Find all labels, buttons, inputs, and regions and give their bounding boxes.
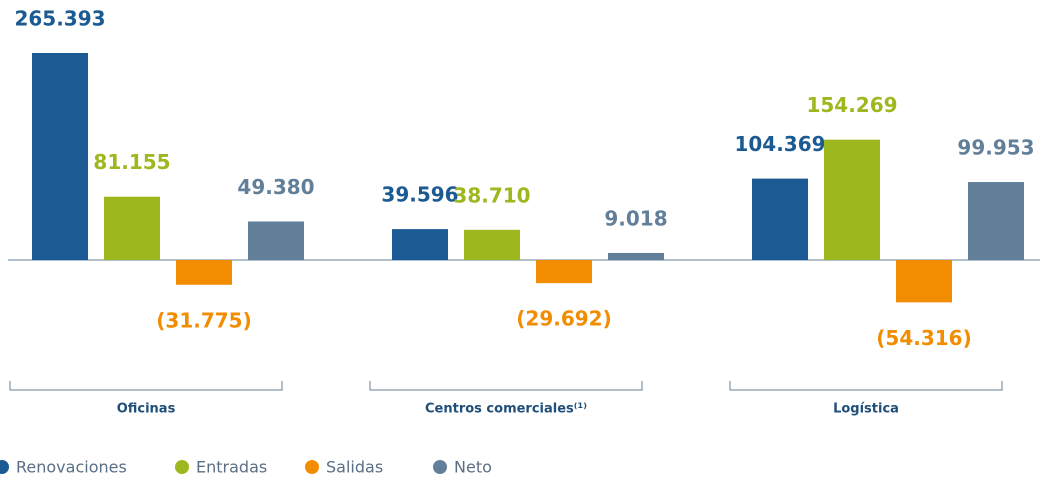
bar: [536, 260, 592, 284]
group-bracket: [729, 381, 1003, 391]
legend-label: Neto: [454, 458, 492, 477]
value-label: 81.155: [93, 150, 170, 174]
legend-swatch: [305, 460, 319, 474]
bar: [464, 229, 520, 260]
legend-label: Salidas: [326, 458, 383, 477]
category-label: Centros comerciales⁽¹⁾: [425, 402, 587, 417]
group-bracket: [9, 381, 283, 391]
value-label: 99.953: [957, 136, 1034, 160]
value-label: (54.316): [876, 326, 971, 350]
bar: [608, 252, 664, 260]
bar: [104, 196, 160, 260]
value-label: 39.596: [381, 183, 458, 207]
bar: [32, 53, 88, 260]
value-label: 265.393: [14, 7, 105, 31]
value-label: 9.018: [604, 206, 667, 230]
bar: [752, 178, 808, 260]
legend-swatch: [175, 460, 189, 474]
bar: [896, 260, 952, 303]
value-label: 38.710: [453, 183, 530, 207]
category-label: Oficinas: [117, 402, 176, 417]
legend-swatch: [433, 460, 447, 474]
category-label: Logística: [833, 402, 899, 417]
value-label: (29.692): [516, 307, 611, 331]
group-bracket: [369, 381, 643, 391]
legend-label: Entradas: [196, 458, 267, 477]
value-label: 49.380: [237, 175, 314, 199]
bar: [392, 229, 448, 260]
value-label: 104.369: [734, 132, 825, 156]
bar: [824, 139, 880, 260]
bar: [248, 221, 304, 260]
legend-swatch: [0, 460, 9, 474]
value-label: 154.269: [806, 93, 897, 117]
legend-label: Renovaciones: [16, 458, 127, 477]
bar: [176, 260, 232, 285]
bar: [968, 182, 1024, 260]
value-label: (31.775): [156, 308, 251, 332]
